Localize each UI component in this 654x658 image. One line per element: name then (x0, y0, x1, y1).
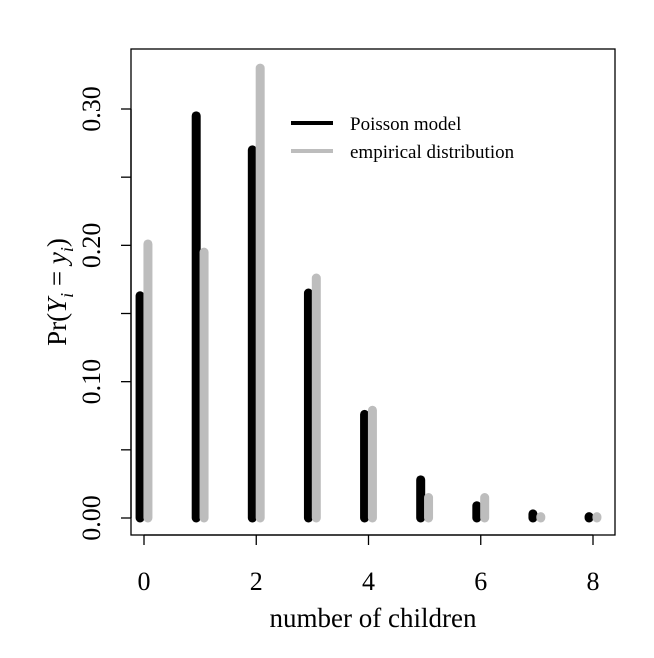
x-tick-label-6: 6 (474, 567, 487, 596)
y-axis-title: Pr(Yi = yi) (42, 238, 77, 346)
y-tick-label-0.20: 0.20 (77, 223, 106, 268)
legend-label-poisson-model: Poisson model (350, 114, 461, 135)
x-axis-title: number of children (270, 603, 477, 633)
x-tick-label-4: 4 (362, 567, 375, 596)
legend-label-empirical-distribution: empirical distribution (350, 142, 515, 163)
x-axis: 0 2 4 6 8 (138, 534, 600, 596)
y-tick-label-0.10: 0.10 (77, 359, 106, 405)
x-tick-label-2: 2 (250, 567, 263, 596)
x-tick-label-8: 8 (587, 567, 600, 596)
x-tick-label-0: 0 (138, 567, 151, 596)
bars-layer (135, 63, 602, 523)
y-tick-label-0.30: 0.30 (77, 86, 106, 132)
y-axis: 0.00 0.10 0.20 0.30 (77, 86, 132, 541)
y-tick-label-0.00: 0.00 (77, 495, 106, 541)
legend: Poisson model empirical distribution (291, 114, 515, 163)
